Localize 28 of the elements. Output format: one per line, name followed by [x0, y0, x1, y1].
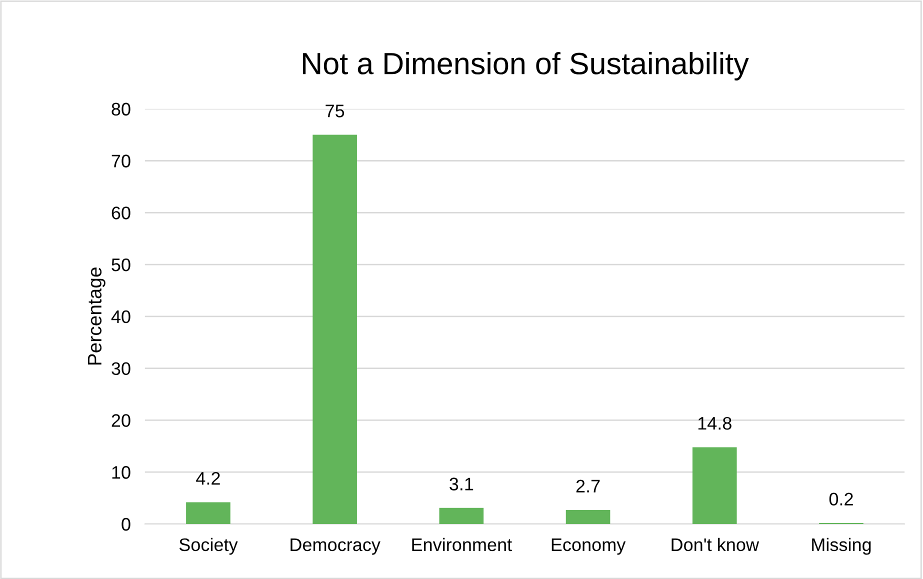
x-tick-label: Missing [812, 538, 871, 555]
y-tick-label: 10 [112, 466, 130, 479]
y-tick-label: 40 [111, 310, 130, 324]
y-tick-label: 20 [112, 414, 130, 427]
data-label: 0.2 [829, 492, 853, 506]
y-tick-label: 50 [112, 258, 130, 272]
bar [566, 510, 610, 524]
x-tick-label: Environment [412, 538, 512, 552]
x-tick-label: Society [179, 538, 238, 555]
y-tick-label: 0 [122, 518, 130, 531]
x-tick-label: Don't know [672, 538, 760, 552]
data-label: 3.1 [450, 478, 474, 490]
y-axis-title: Percentage [88, 268, 106, 365]
y-tick-label: 80 [112, 102, 130, 116]
y-tick-label: 60 [112, 206, 130, 220]
data-label: 75 [326, 104, 344, 118]
y-tick-label: 30 [112, 362, 130, 376]
bar [692, 447, 737, 524]
data-label: 4.2 [196, 472, 220, 485]
bar [439, 508, 484, 524]
chart-title: Not a Dimension of Sustainability [303, 52, 749, 80]
data-label: 2.7 [576, 480, 600, 492]
bar [312, 134, 357, 524]
bar [186, 502, 230, 524]
data-label: 14.8 [698, 416, 732, 430]
x-tick-label: Democracy [290, 538, 380, 555]
y-tick-label: 70 [112, 154, 130, 168]
x-tick-label: Economy [552, 538, 626, 555]
